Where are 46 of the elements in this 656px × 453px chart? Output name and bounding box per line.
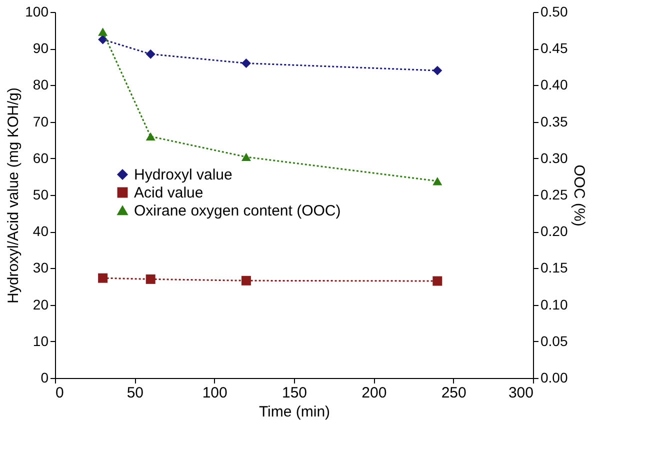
y2-tick-label: 0.00: [540, 370, 568, 386]
y2-tick-label: 0.15: [540, 260, 568, 276]
y-tick-label: 80: [32, 76, 49, 93]
point: [146, 132, 156, 141]
y2-tick-label: 0.20: [540, 223, 568, 240]
y2-tick-label: 0.50: [540, 4, 568, 20]
x-tick-label: 200: [362, 384, 387, 402]
point: [98, 273, 108, 283]
point: [146, 49, 156, 59]
y-tick-label: 60: [32, 150, 49, 166]
point: [98, 28, 108, 36]
y-axis-title: Hydroxyl/Acid value (mg KOH/g): [5, 88, 22, 304]
x-axis-title: Time (min): [258, 404, 330, 420]
legend-label: Oxirane oxygen content (OOC): [134, 202, 341, 220]
y-tick-label: 0: [40, 370, 49, 386]
point: [432, 176, 442, 186]
y2-tick-label: 0.35: [540, 113, 568, 130]
point: [241, 58, 251, 68]
x-tick-label: 0: [56, 384, 64, 402]
point: [241, 276, 251, 286]
legend-label: Acid value: [134, 184, 204, 202]
y2-tick-label: 0.40: [540, 76, 568, 93]
x-tick-label: 150: [282, 384, 308, 402]
y2-tick-label: 0.45: [540, 40, 568, 56]
point: [241, 152, 251, 162]
y-tick-label: 30: [32, 260, 49, 276]
y-tick-label: 40: [32, 223, 49, 240]
y-tick-label: 70: [32, 113, 49, 130]
x-tick-label: 50: [126, 384, 144, 402]
point: [432, 276, 442, 286]
x-tick-label: 250: [441, 384, 466, 402]
y-tick-label: 100: [25, 4, 49, 20]
point: [146, 274, 156, 284]
legend-label: Hydroxyl value: [134, 166, 232, 184]
y2-tick-label: 0.05: [540, 332, 568, 349]
x-tick-label: 300: [508, 384, 534, 402]
y2-axis-title: OOC (%): [570, 164, 588, 226]
y-tick-label: 20: [32, 296, 49, 312]
y2-tick-label: 0.30: [540, 150, 568, 166]
y2-tick-label: 0.10: [540, 296, 568, 312]
y-tick-label: 90: [32, 40, 49, 56]
point: [432, 66, 442, 76]
x-tick-label: 100: [202, 384, 228, 402]
y-tick-label: 50: [32, 186, 49, 202]
y2-tick-label: 0.25: [540, 186, 568, 202]
y-tick-label: 10: [32, 332, 49, 349]
